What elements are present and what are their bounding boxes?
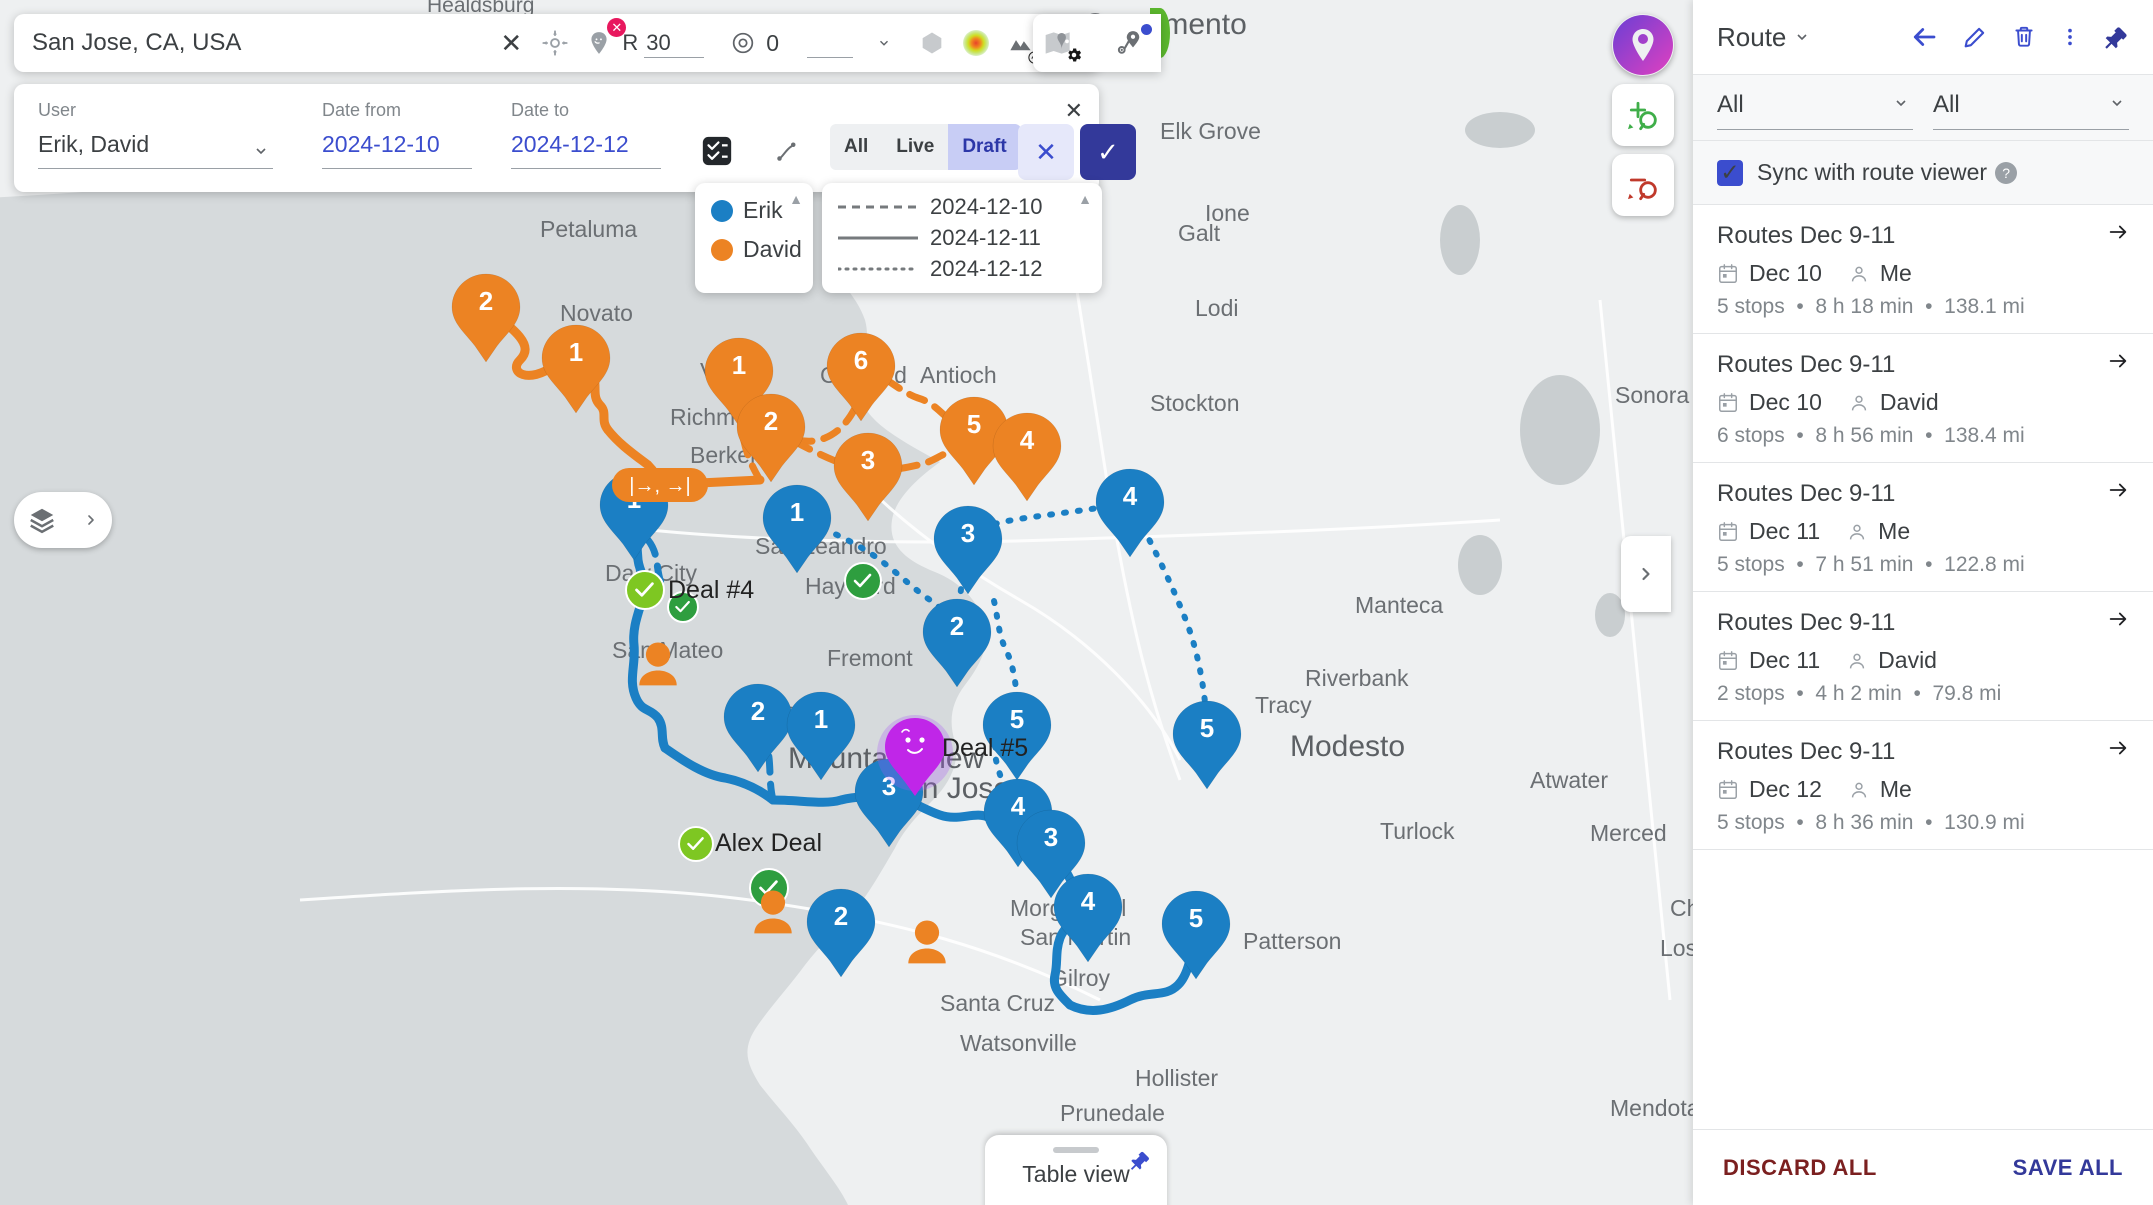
svg-text:Deal #5: Deal #5: [942, 734, 1028, 762]
svg-text:3: 3: [961, 518, 975, 548]
svg-text:3: 3: [861, 445, 875, 475]
svg-text:3: 3: [1044, 822, 1058, 852]
svg-text:Deal #4: Deal #4: [668, 576, 754, 604]
svg-text:2: 2: [834, 901, 848, 931]
svg-text:5: 5: [1189, 903, 1203, 933]
svg-text:6: 6: [854, 345, 868, 375]
svg-text:4: 4: [1011, 791, 1026, 821]
svg-text:2: 2: [950, 611, 964, 641]
svg-text:5: 5: [1010, 704, 1024, 734]
svg-text:1: 1: [569, 337, 583, 367]
svg-text:4: 4: [1020, 425, 1035, 455]
svg-text:5: 5: [1200, 713, 1214, 743]
svg-text:1: 1: [814, 704, 828, 734]
svg-text:Alex Deal: Alex Deal: [715, 829, 822, 857]
svg-text:4: 4: [1081, 886, 1096, 916]
svg-text:4: 4: [1123, 481, 1138, 511]
svg-text:|→, →|: |→, →|: [629, 475, 691, 497]
svg-text:1: 1: [790, 497, 804, 527]
svg-text:2: 2: [764, 406, 778, 436]
svg-text:5: 5: [967, 409, 981, 439]
svg-text:2: 2: [479, 286, 493, 316]
svg-text:2: 2: [751, 696, 765, 726]
svg-text:1: 1: [732, 350, 746, 380]
